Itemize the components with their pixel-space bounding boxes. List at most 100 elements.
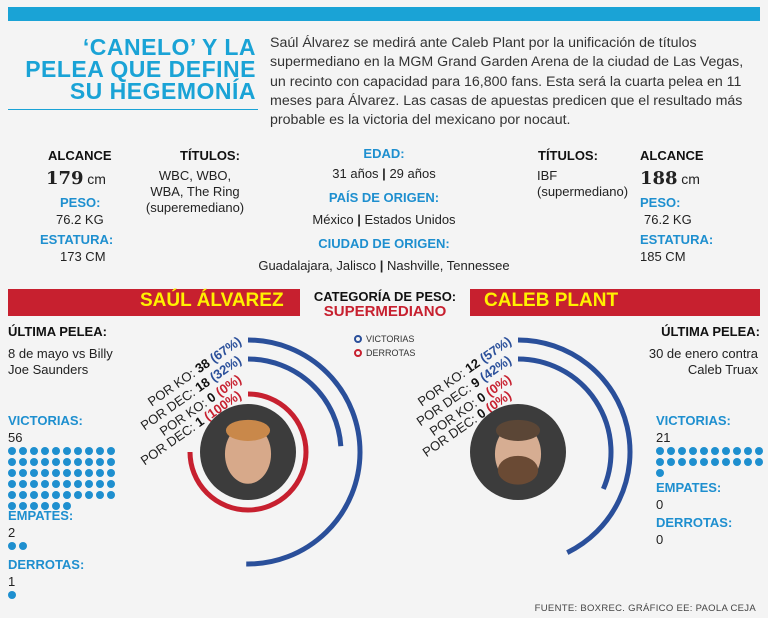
record-dot (656, 447, 664, 455)
plant-derrotas-label: DERROTAS: (656, 515, 733, 530)
record-dot (63, 491, 71, 499)
alvarez-edad: 31 años (332, 166, 379, 181)
plant-estatura: 185 CM (640, 249, 686, 264)
headline-line: PELEA QUE DEFINE (25, 56, 256, 82)
record-dot (700, 458, 708, 466)
record-dot (8, 502, 16, 510)
alvarez-victorias-label: VICTORIAS: (8, 413, 83, 428)
alvarez-derrotas: 1 (8, 574, 16, 589)
alvarez-record-arc (187, 391, 309, 513)
record-dot (107, 480, 115, 488)
pais-row: México | Estados Unidos (284, 212, 484, 227)
record-dot (19, 491, 27, 499)
alvarez-ultima: 8 de mayo vs Billy Joe Saunders (8, 346, 113, 378)
alvarez-portrait (200, 404, 296, 500)
alvarez-titulos: WBC, WBO, WBA, The Ring (superemediano) (130, 168, 260, 216)
record-dot (96, 480, 104, 488)
edad-label: EDAD: (363, 146, 405, 161)
plant-peso: 76.2 KG (644, 212, 692, 227)
edad-row: 31 años | 29 años (284, 166, 484, 181)
legend-victorias-label: VICTORIAS (366, 334, 415, 344)
plant-record-arc (517, 337, 633, 555)
plant-victorias: 21 (656, 430, 671, 445)
alvarez-peso-label: PESO: (60, 195, 101, 210)
alvarez-victorias: 56 (8, 430, 23, 445)
plant-portrait (470, 404, 566, 500)
record-dot (19, 502, 27, 510)
plant-ultima-line: Caleb Truax (687, 362, 758, 377)
alvarez-ultima-line: Joe Saunders (8, 362, 89, 377)
record-dot (30, 480, 38, 488)
record-dot (52, 447, 60, 455)
record-dot (74, 491, 82, 499)
alvarez-empates: 2 (8, 525, 16, 540)
record-dot (30, 469, 38, 477)
record-dot (30, 447, 38, 455)
alvarez-empates-label: EMPATES: (8, 508, 74, 523)
record-dot (52, 458, 60, 466)
headline-line: ‘CANELO’ Y LA (82, 34, 256, 60)
alvarez-titulo-line: WBC, WBO, (158, 168, 232, 183)
record-dot (8, 469, 16, 477)
record-dot (96, 491, 104, 499)
ciudad-separator: | (379, 258, 384, 273)
record-dot (656, 469, 664, 477)
record-dot (755, 458, 763, 466)
record-dot (711, 458, 719, 466)
record-dot (678, 458, 686, 466)
record-dot (74, 480, 82, 488)
record-dot (689, 458, 697, 466)
plant-ultima-label: ÚLTIMA PELEA: (661, 324, 760, 339)
record-dot (30, 502, 38, 510)
headline-divider (8, 109, 258, 110)
record-dot (8, 591, 16, 599)
record-dot (52, 502, 60, 510)
plant-victorias-label: VICTORIAS: (656, 413, 731, 428)
plant-titulo-line: IBF (537, 168, 558, 183)
plant-record-arc (517, 356, 614, 490)
record-dot (689, 447, 697, 455)
plant-edad: 29 años (389, 166, 436, 181)
alvarez-empates-dots (8, 542, 118, 550)
record-dot (8, 542, 16, 550)
plant-empates-label: EMPATES: (656, 480, 722, 495)
plant-ciudad: Nashville, Tennessee (387, 258, 510, 273)
record-dot (85, 469, 93, 477)
plant-empates: 0 (656, 497, 664, 512)
ciudad-label: CIUDAD DE ORIGEN: (318, 236, 450, 251)
legend-derrotas-swatch (354, 349, 362, 357)
plant-peso-label: PESO: (640, 195, 681, 210)
headline-line: SU HEGEMONÍA (69, 78, 256, 104)
plant-alcance-value: 188 (640, 168, 678, 189)
alvarez-record-arc (246, 337, 363, 567)
record-dot (74, 458, 82, 466)
legend-derrotas-label: DERROTAS (366, 348, 416, 358)
source-credit: FUENTE: BOXREC. GRÁFICO EE: PAOLA CEJA (534, 603, 756, 614)
record-dot (667, 458, 675, 466)
intro-text: Saúl Álvarez se medirá ante Caleb Plant … (270, 35, 744, 129)
record-dot (107, 447, 115, 455)
alvarez-ultima-line: 8 de mayo vs Billy (8, 346, 113, 361)
record-dot (63, 458, 71, 466)
record-dot (85, 491, 93, 499)
record-dot (19, 458, 27, 466)
record-dot (678, 447, 686, 455)
alvarez-estatura-label: ESTATURA: (40, 232, 114, 247)
record-dot (722, 447, 730, 455)
edad-separator: | (382, 166, 386, 181)
plant-ultima-line: 30 de enero contra (648, 346, 758, 361)
record-dot (107, 458, 115, 466)
plant-derrotas: 0 (656, 532, 664, 547)
record-dot (19, 447, 27, 455)
record-dot (744, 447, 752, 455)
alvarez-derrotas-label: DERROTAS: (8, 557, 85, 572)
legend-victorias: VICTORIAS (354, 334, 414, 344)
record-dot (96, 469, 104, 477)
alvarez-derrotas-dots (8, 591, 118, 599)
record-dot (722, 458, 730, 466)
record-dot (19, 469, 27, 477)
record-dot (74, 447, 82, 455)
alvarez-peso: 76.2 KG (56, 212, 104, 227)
record-dot (63, 447, 71, 455)
record-dot (711, 447, 719, 455)
